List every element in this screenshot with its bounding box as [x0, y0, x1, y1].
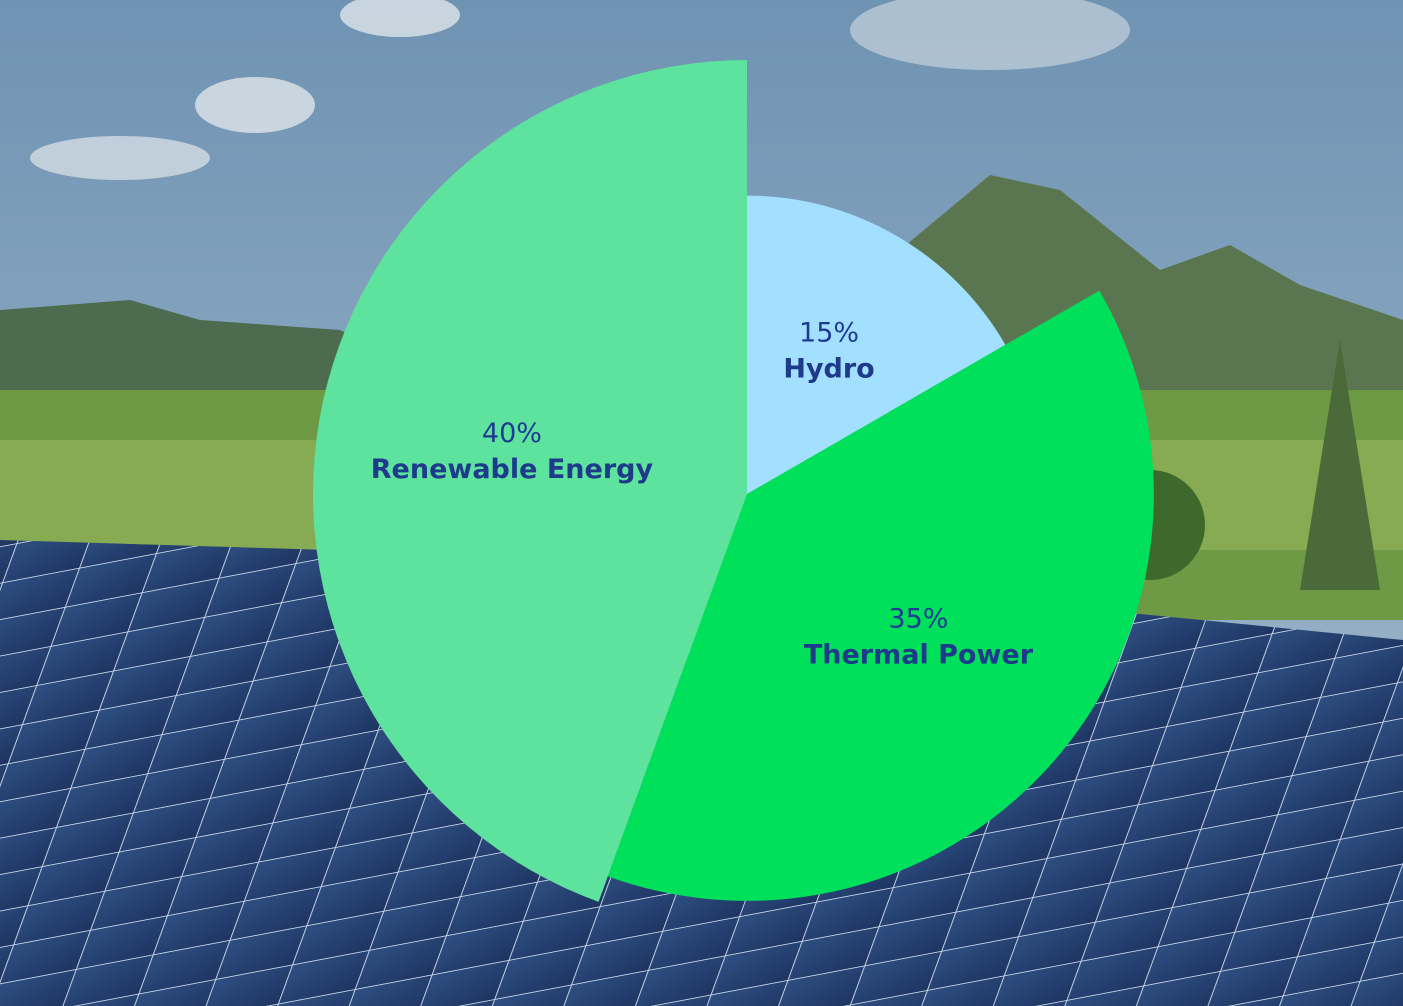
slice-value-label: 40% — [482, 418, 542, 449]
slice-category-label: Renewable Energy — [371, 454, 654, 485]
slice-value-label: 15% — [799, 317, 859, 348]
pie-slice — [747, 195, 1006, 494]
slice-category-label: Hydro — [783, 353, 874, 384]
slice-value-label: 35% — [888, 603, 948, 634]
pie: 15% Hydro 35% Thermal Power 40% Renewable Ene… — [312, 59, 1154, 902]
pie-slice — [607, 290, 1154, 901]
slice-category-label: Thermal Power — [804, 639, 1034, 670]
pie-slice — [312, 59, 747, 902]
